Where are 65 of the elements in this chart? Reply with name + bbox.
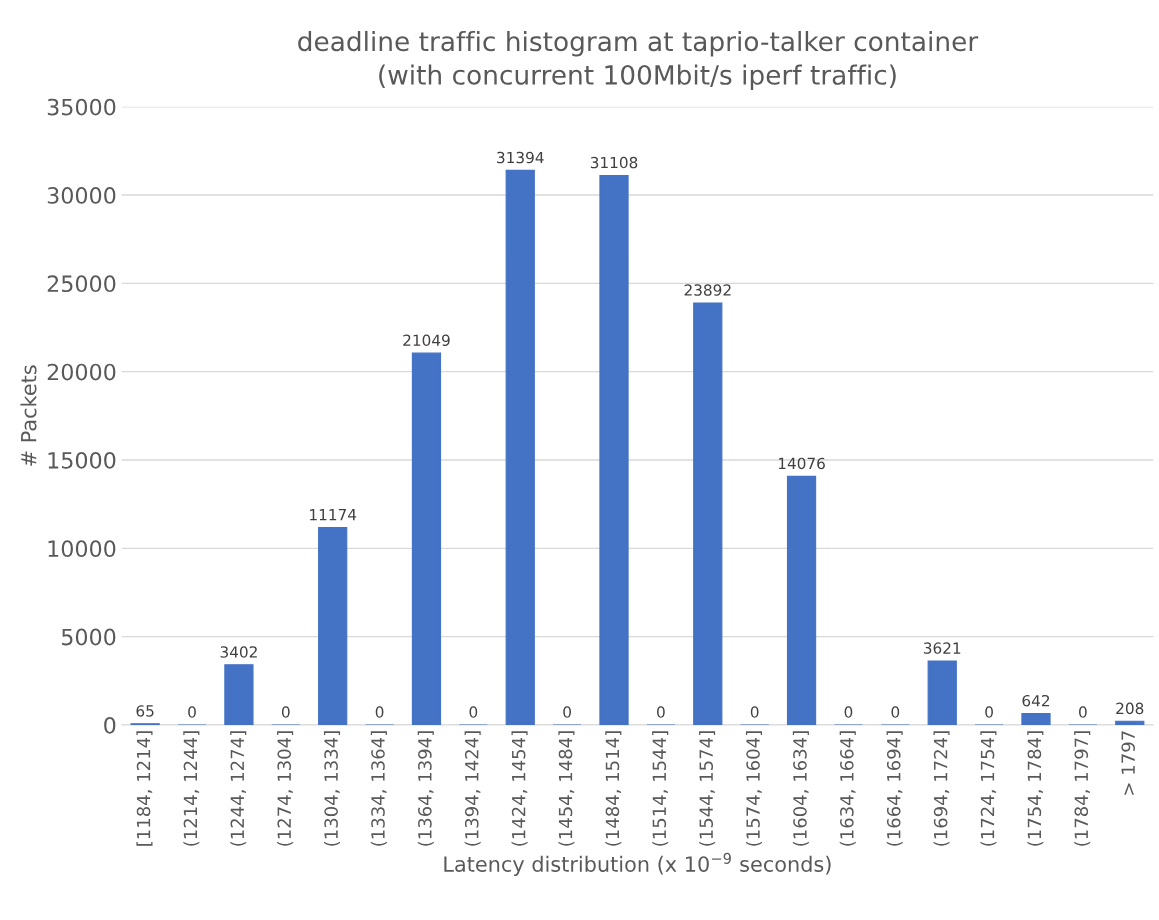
x-tick-label: (1334, 1364]	[370, 731, 387, 846]
chart-title: deadline traffic histogram at taprio-talker container (with concurrent 100Mbit/s iperf traffic)	[298, 30, 979, 90]
data-label: 14076	[778, 457, 825, 470]
y-tick-label: 30000	[47, 186, 116, 204]
x-tick-label: (1364, 1394]	[417, 731, 434, 846]
data-label: 0	[844, 706, 853, 718]
x-tick-label: > 1797	[1121, 731, 1135, 795]
data-label: 65	[136, 705, 154, 717]
data-label: 0	[188, 706, 196, 718]
y-tick-label: 10000	[48, 540, 116, 558]
x-tick-label: (1754, 1784]	[1027, 731, 1044, 846]
data-label: 0	[657, 706, 665, 718]
data-label: 11174	[310, 509, 357, 521]
data-label: 0	[281, 706, 290, 718]
x-tick-label: (1424, 1454]	[511, 731, 528, 846]
bar	[505, 169, 535, 725]
data-label: 0	[1079, 706, 1087, 718]
data-label: 0	[563, 706, 571, 718]
x-tick-label: (1634, 1664]	[839, 731, 856, 846]
x-tick-label: (1694, 1724]	[933, 731, 950, 846]
bar	[1021, 713, 1051, 725]
y-axis-title: # Packets	[20, 365, 37, 466]
bar	[599, 174, 629, 725]
x-tick-label: (1454, 1484]	[558, 731, 575, 846]
data-label: 23892	[684, 284, 731, 296]
x-tick-label: (1724, 1754]	[980, 731, 997, 846]
x-tick-label: (1664, 1694]	[886, 731, 903, 846]
y-tick-label: 25000	[47, 275, 116, 293]
y-tick-label: 35000	[47, 98, 116, 116]
x-tick-label: (1574, 1604]	[745, 731, 763, 846]
data-label: 31394	[497, 151, 544, 164]
bar	[318, 527, 348, 725]
data-label: 0	[375, 706, 384, 718]
bar	[411, 352, 442, 725]
bar	[786, 475, 817, 725]
x-tick-label: (1604, 1634]	[792, 731, 809, 846]
y-tick-label: 15000	[48, 451, 116, 469]
data-label: 0	[985, 706, 993, 718]
bar	[927, 660, 957, 725]
data-label: 0	[891, 706, 900, 718]
x-tick-label: (1274, 1304]	[277, 731, 294, 846]
x-tick-label: (1514, 1544]	[652, 731, 669, 846]
data-label: 3402	[220, 646, 257, 658]
x-tick-label: (1394, 1424]	[464, 731, 481, 846]
bar	[1115, 720, 1145, 725]
x-tick-label: (1784, 1797]	[1074, 731, 1091, 846]
data-label: 21049	[403, 334, 450, 347]
data-label: 31108	[590, 156, 638, 169]
x-tick-label: (1214, 1244]	[183, 731, 200, 846]
x-tick-label: (1484, 1514]	[605, 731, 622, 846]
data-label: 0	[469, 706, 478, 718]
y-tick-label: 5000	[61, 628, 116, 646]
y-tick-label: 0	[104, 716, 116, 734]
data-label: 3621	[923, 642, 961, 654]
x-tick-label: [1184, 1214]	[136, 731, 153, 846]
x-tick-label: (1544, 1574]	[699, 731, 716, 846]
data-label: 208	[1116, 702, 1144, 715]
x-tick-label: (1244, 1274]	[230, 731, 247, 846]
data-label: 0	[750, 706, 759, 718]
x-tick-label: (1304, 1334]	[323, 731, 341, 846]
data-label: 642	[1022, 694, 1050, 707]
y-tick-label: 20000	[47, 363, 116, 381]
bar	[224, 664, 254, 725]
bar	[693, 302, 723, 725]
x-axis-title: Latency distribution (x 10$^{−9}$ seconds)	[444, 852, 831, 876]
